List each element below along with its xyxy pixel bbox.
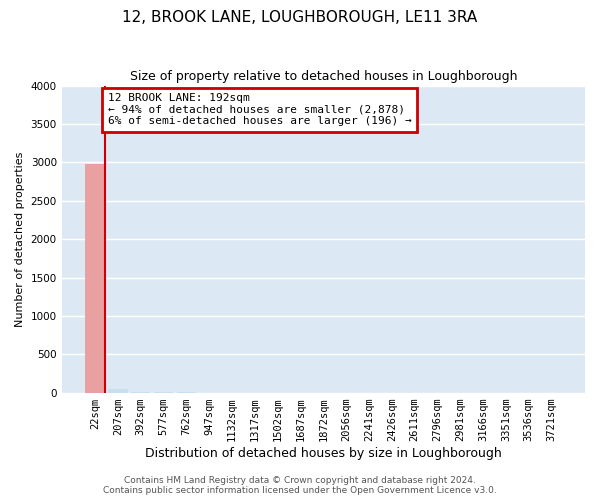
X-axis label: Distribution of detached houses by size in Loughborough: Distribution of detached houses by size … [145, 447, 502, 460]
Bar [85, 164, 105, 393]
Title: Size of property relative to detached houses in Loughborough: Size of property relative to detached ho… [130, 70, 517, 83]
Bar [131, 392, 151, 393]
Text: 12, BROOK LANE, LOUGHBOROUGH, LE11 3RA: 12, BROOK LANE, LOUGHBOROUGH, LE11 3RA [122, 10, 478, 25]
Bar [154, 392, 173, 393]
Text: Contains HM Land Registry data © Crown copyright and database right 2024.
Contai: Contains HM Land Registry data © Crown c… [103, 476, 497, 495]
Bar [108, 389, 128, 393]
Text: 12 BROOK LANE: 192sqm
← 94% of detached houses are smaller (2,878)
6% of semi-de: 12 BROOK LANE: 192sqm ← 94% of detached … [108, 93, 412, 126]
Y-axis label: Number of detached properties: Number of detached properties [15, 152, 25, 327]
